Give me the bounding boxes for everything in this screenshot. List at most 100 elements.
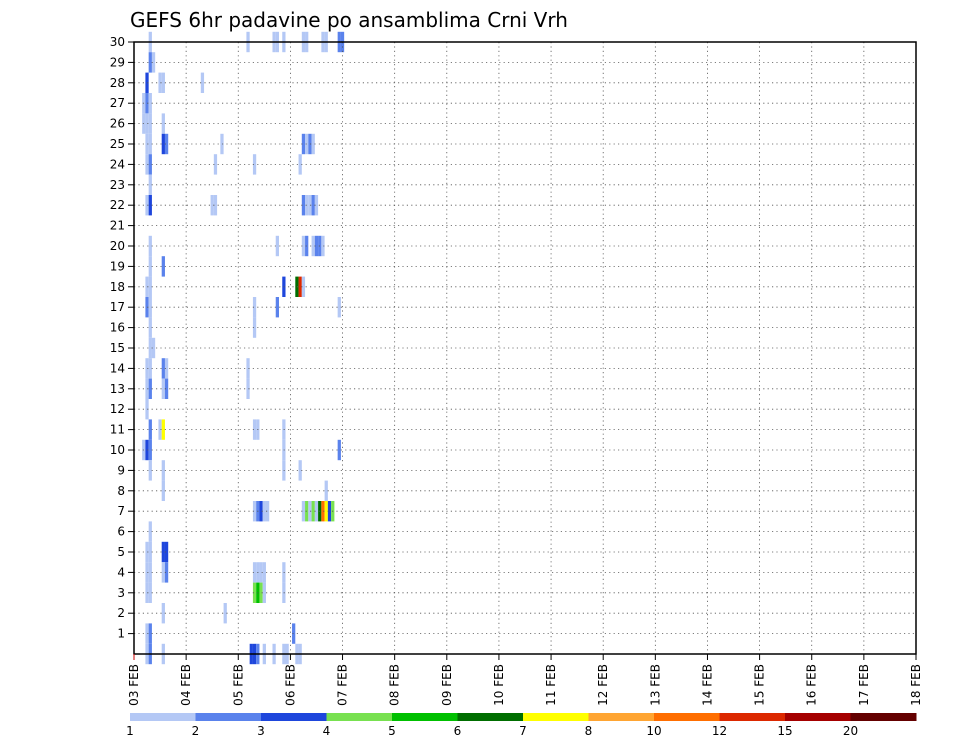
y-tick-label: 7 — [117, 504, 125, 518]
heatmap-cell — [298, 276, 302, 297]
heatmap-cell — [308, 195, 312, 216]
legend-label: 7 — [519, 724, 527, 738]
heatmap-cell — [213, 154, 218, 175]
heatmap-cell — [161, 256, 165, 277]
heatmap-cell — [259, 501, 263, 522]
heatmap-cell — [252, 501, 257, 522]
heatmap-cell — [164, 358, 169, 379]
heatmap-cell — [164, 562, 169, 583]
heatmap-cell — [252, 317, 257, 338]
legend-swatch — [195, 713, 262, 721]
heatmap-cell — [145, 276, 149, 297]
heatmap-cell — [301, 501, 306, 522]
heatmap-cell — [158, 72, 162, 93]
legend-swatch — [654, 713, 720, 721]
heatmap-cell — [252, 419, 257, 440]
x-tick-label: 13 FEB — [648, 664, 662, 706]
x-tick-label: 08 FEB — [388, 664, 402, 706]
heatmap-cell — [145, 195, 149, 216]
y-tick-label: 10 — [110, 443, 125, 457]
heatmap-cell — [148, 562, 152, 583]
y-tick-label: 22 — [110, 198, 125, 212]
heatmap-cell — [301, 195, 306, 216]
legend-swatch — [523, 713, 589, 721]
heatmap-cell — [145, 72, 149, 93]
heatmap-cell — [164, 133, 169, 155]
heatmap-cell — [148, 358, 152, 379]
heatmap-cell — [262, 582, 266, 603]
legend-label: 20 — [843, 724, 858, 738]
y-tick-label: 6 — [117, 525, 125, 539]
heatmap-cell — [275, 297, 279, 318]
heatmap-cell — [145, 623, 149, 644]
legend-label: 10 — [646, 724, 661, 738]
heatmap-cell — [161, 541, 165, 563]
heatmap-cell — [311, 501, 315, 522]
y-tick-label: 17 — [110, 300, 125, 314]
heatmap-cell — [161, 133, 165, 155]
heatmap-cell — [292, 623, 296, 644]
legend-swatch — [392, 713, 458, 721]
heatmap-cell — [308, 501, 312, 522]
heatmap-cell — [164, 541, 169, 563]
x-tick-label: 12 FEB — [596, 664, 610, 706]
heatmap-cell — [148, 276, 152, 297]
legend-swatch — [457, 713, 524, 721]
heatmap-cell — [148, 297, 152, 318]
y-tick-label: 8 — [117, 484, 125, 498]
y-tick-label: 21 — [110, 219, 125, 233]
heatmap-cell — [252, 582, 257, 603]
x-tick-label: 07 FEB — [336, 664, 350, 706]
heatmap-cell — [223, 603, 227, 624]
heatmap-cell — [301, 276, 306, 297]
y-tick-label: 11 — [110, 423, 125, 437]
heatmap-cell — [321, 235, 325, 257]
heatmap-cell — [321, 501, 325, 522]
heatmap-cell — [314, 195, 319, 216]
x-tick-label: 16 FEB — [805, 664, 819, 706]
heatmap-cell — [145, 154, 149, 175]
heatmap-cells — [142, 31, 345, 665]
heatmap-cell — [145, 93, 149, 114]
y-tick-label: 24 — [110, 157, 125, 171]
heatmap-cell — [145, 133, 149, 155]
chart-title: GEFS 6hr padavine po ansamblima Crni Vrh — [130, 8, 568, 32]
heatmap-cell — [145, 439, 149, 461]
y-tick-label: 28 — [110, 76, 125, 90]
y-tick-label: 3 — [117, 586, 125, 600]
legend-label: 4 — [323, 724, 331, 738]
y-tick-label: 27 — [110, 96, 125, 110]
heatmap-cell — [145, 399, 149, 420]
heatmap-cell — [265, 501, 270, 522]
heatmap-cell — [145, 358, 149, 379]
y-tick-label: 5 — [117, 545, 125, 559]
heatmap-cell — [145, 113, 149, 134]
heatmap-cell — [148, 623, 152, 644]
heatmap-cell — [151, 337, 156, 359]
heatmap-cell — [148, 93, 152, 114]
heatmap-cell — [148, 154, 152, 175]
legend-label: 12 — [712, 724, 727, 738]
heatmap-cell — [298, 154, 302, 175]
heatmap-cell — [161, 419, 165, 440]
heatmap-cell — [200, 72, 205, 93]
heatmap-cell — [210, 195, 214, 216]
legend-swatch — [130, 713, 196, 721]
legend-swatch — [261, 713, 327, 721]
heatmap-cell — [314, 235, 319, 257]
x-tick-label: 15 FEB — [753, 664, 767, 706]
y-tick-label: 15 — [110, 341, 125, 355]
legend-label: 15 — [777, 724, 792, 738]
legend-label: 1 — [126, 724, 134, 738]
heatmap-cell — [148, 521, 152, 542]
x-tick-label: 18 FEB — [909, 664, 923, 706]
heatmap-cell — [314, 501, 319, 522]
heatmap-cell — [158, 419, 162, 440]
heatmap-cell — [259, 582, 263, 603]
heatmap-cell — [337, 297, 341, 318]
color-legend: 1 2 3 4 5 6 7 8 10 12 15 20 — [126, 713, 917, 738]
heatmap-cell — [148, 317, 152, 338]
y-tick-label: 14 — [110, 361, 125, 375]
heatmap-cell — [161, 378, 165, 399]
grid-lines — [134, 41, 916, 654]
